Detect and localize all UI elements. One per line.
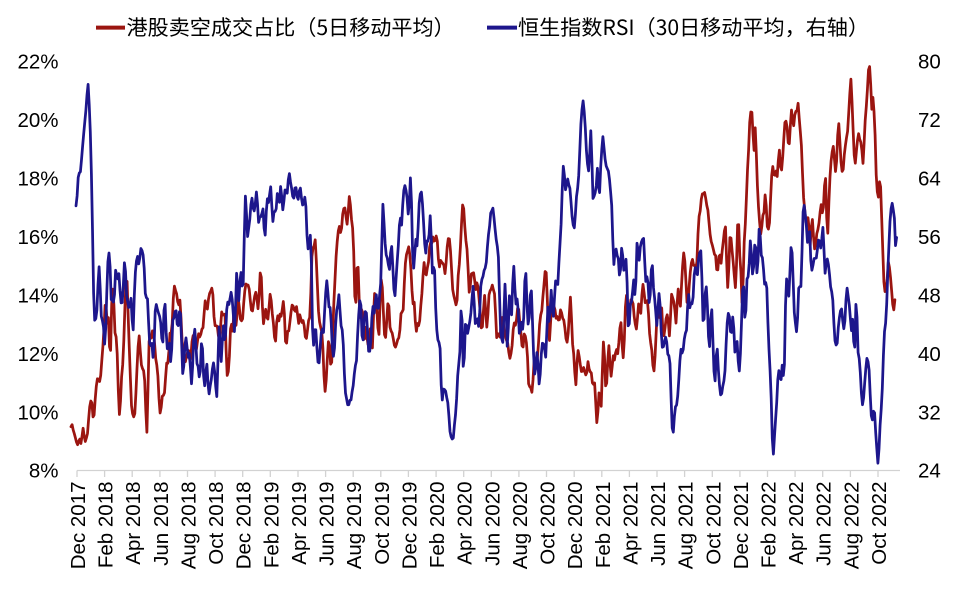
svg-text:Feb 2021: Feb 2021 [592, 482, 615, 569]
svg-text:Feb 2019: Feb 2019 [260, 482, 283, 569]
svg-text:40: 40 [918, 343, 941, 366]
svg-text:Feb 2020: Feb 2020 [426, 481, 449, 568]
svg-text:Feb 2018: Feb 2018 [95, 482, 118, 569]
svg-text:Oct 2019: Oct 2019 [371, 482, 394, 565]
svg-text:Jun 2020: Jun 2020 [481, 482, 504, 566]
svg-text:32: 32 [918, 401, 941, 424]
svg-text:48: 48 [918, 284, 941, 307]
svg-text:Dec 2018: Dec 2018 [233, 482, 256, 570]
svg-text:20%: 20% [17, 109, 58, 132]
svg-text:Dec 2017: Dec 2017 [67, 482, 90, 570]
svg-text:Jun 2018: Jun 2018 [150, 482, 173, 566]
svg-text:14%: 14% [17, 284, 58, 307]
svg-text:12%: 12% [17, 343, 58, 366]
svg-text:Jun 2021: Jun 2021 [647, 482, 670, 566]
svg-text:24: 24 [918, 460, 941, 483]
svg-text:Oct 2020: Oct 2020 [537, 482, 560, 565]
svg-text:Jun 2022: Jun 2022 [813, 482, 836, 566]
svg-text:Apr 2018: Apr 2018 [122, 482, 145, 565]
svg-text:72: 72 [918, 109, 941, 132]
svg-text:Feb 2022: Feb 2022 [758, 482, 781, 569]
svg-text:Dec 2019: Dec 2019 [398, 482, 421, 570]
svg-text:80: 80 [918, 51, 941, 74]
svg-text:Apr 2020: Apr 2020 [454, 482, 477, 565]
svg-text:22%: 22% [17, 51, 58, 74]
svg-text:Dec 2021: Dec 2021 [730, 482, 753, 570]
svg-text:Aug 2020: Aug 2020 [509, 482, 532, 570]
svg-text:Oct 2021: Oct 2021 [702, 482, 725, 565]
svg-text:8%: 8% [29, 460, 59, 483]
svg-text:Apr 2019: Apr 2019 [288, 482, 311, 565]
svg-text:56: 56 [918, 226, 941, 249]
svg-text:Dec 2020: Dec 2020 [564, 482, 587, 570]
svg-text:Oct 2022: Oct 2022 [868, 482, 891, 565]
svg-text:64: 64 [918, 168, 941, 191]
svg-text:Apr 2022: Apr 2022 [785, 482, 808, 565]
svg-text:Aug 2018: Aug 2018 [178, 482, 201, 570]
svg-text:Jun 2019: Jun 2019 [316, 482, 339, 566]
svg-text:Aug 2019: Aug 2019 [343, 482, 366, 570]
svg-text:10%: 10% [17, 401, 58, 424]
svg-text:Aug 2021: Aug 2021 [675, 482, 698, 570]
svg-text:Oct 2018: Oct 2018 [205, 482, 228, 565]
svg-text:Aug 2022: Aug 2022 [840, 482, 863, 570]
svg-text:18%: 18% [17, 168, 58, 191]
svg-text:Apr 2021: Apr 2021 [619, 482, 642, 565]
svg-text:16%: 16% [17, 226, 58, 249]
